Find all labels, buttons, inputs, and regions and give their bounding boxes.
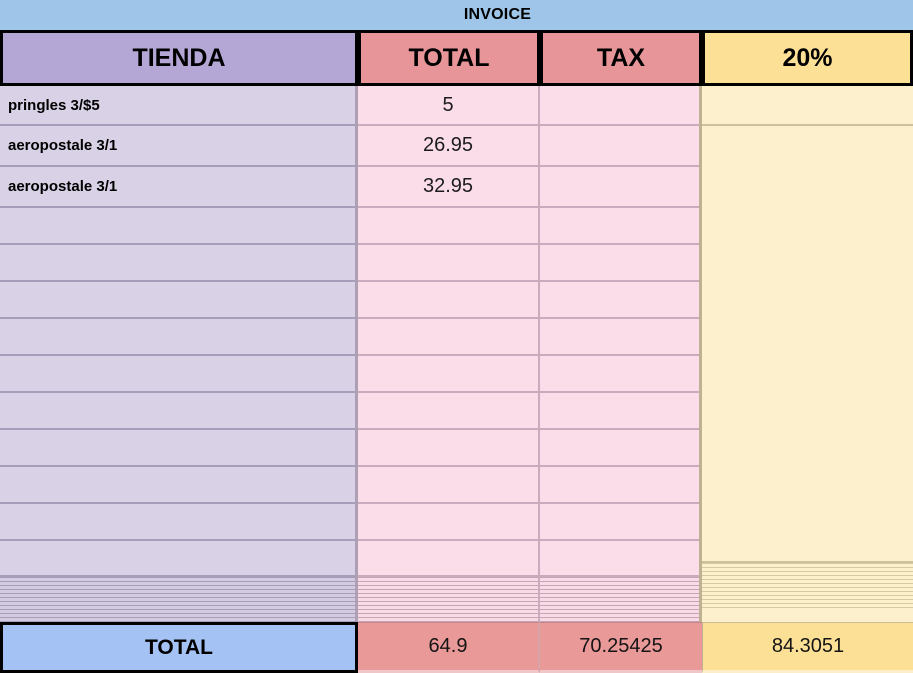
cell-tax-row4[interactable] (540, 208, 699, 245)
cell-total-row6[interactable] (358, 282, 538, 319)
cell-tax-row13[interactable] (540, 541, 699, 577)
tax-sum-cell[interactable]: 70.25425 (540, 622, 702, 673)
cell-tax-row2[interactable] (540, 126, 699, 167)
cell-tax-row6[interactable] (540, 282, 699, 319)
cell-tienda-row5[interactable] (0, 245, 355, 282)
cell-total-row13[interactable] (358, 541, 538, 577)
header-row: TIENDA TOTAL TAX 20% (0, 30, 913, 86)
cell-total-row1[interactable]: 5 (358, 86, 538, 126)
cell-tienda-row12[interactable] (0, 504, 355, 541)
cell-tax-row1[interactable] (540, 86, 699, 126)
column-tax (540, 86, 702, 622)
cell-tax-row3[interactable] (540, 167, 699, 208)
compressed-rows-pct (702, 563, 913, 608)
cell-total-row4[interactable] (358, 208, 538, 245)
compressed-rows-tax (540, 577, 699, 622)
cell-tax-row5[interactable] (540, 245, 699, 282)
cell-total-row11[interactable] (358, 467, 538, 504)
cell-tienda-row2[interactable]: aeropostale 3/1 (0, 126, 355, 167)
cell-pct-row1[interactable] (702, 86, 913, 126)
sheet-body: pringles 3/$5 aeropostale 3/1 aeropostale … (0, 86, 913, 622)
cell-tienda-row9[interactable] (0, 393, 355, 430)
column-pct (702, 86, 913, 622)
cell-pct-merged[interactable] (702, 126, 913, 563)
cell-total-row2[interactable]: 26.95 (358, 126, 538, 167)
cell-tienda-row11[interactable] (0, 467, 355, 504)
cell-tienda-row8[interactable] (0, 356, 355, 393)
cell-tienda-row6[interactable] (0, 282, 355, 319)
cell-tienda-row7[interactable] (0, 319, 355, 356)
cell-tax-row11[interactable] (540, 467, 699, 504)
cell-tienda-row3[interactable]: aeropostale 3/1 (0, 167, 355, 208)
invoice-title-cell[interactable]: INVOICE (0, 0, 913, 30)
column-tienda: pringles 3/$5 aeropostale 3/1 aeropostale … (0, 86, 358, 622)
cell-tax-row9[interactable] (540, 393, 699, 430)
cell-total-row3[interactable]: 32.95 (358, 167, 538, 208)
cell-total-row12[interactable] (358, 504, 538, 541)
column-header-tienda[interactable]: TIENDA (0, 30, 358, 86)
compressed-rows-tienda (0, 577, 355, 622)
cell-tienda-row4[interactable] (0, 208, 355, 245)
column-header-pct[interactable]: 20% (702, 30, 913, 86)
cell-tienda-row1[interactable]: pringles 3/$5 (0, 86, 355, 126)
cell-total-row10[interactable] (358, 430, 538, 467)
cell-tax-row7[interactable] (540, 319, 699, 356)
total-sum-cell[interactable]: 64.9 (358, 622, 540, 673)
cell-total-row9[interactable] (358, 393, 538, 430)
column-total: 5 26.95 32.95 (358, 86, 540, 622)
cell-total-row7[interactable] (358, 319, 538, 356)
cell-tax-row12[interactable] (540, 504, 699, 541)
cell-tienda-row10[interactable] (0, 430, 355, 467)
cell-tienda-row13[interactable] (0, 541, 355, 577)
pct-sum-cell[interactable]: 84.3051 (702, 622, 913, 673)
column-header-total[interactable]: TOTAL (358, 30, 540, 86)
compressed-rows-total (358, 577, 538, 622)
cell-total-row8[interactable] (358, 356, 538, 393)
total-row: TOTAL 64.9 70.25425 84.3051 (0, 622, 913, 673)
total-label-cell[interactable]: TOTAL (0, 622, 358, 673)
invoice-title: INVOICE (463, 6, 532, 23)
cell-tax-row8[interactable] (540, 356, 699, 393)
column-header-tax[interactable]: TAX (540, 30, 702, 86)
cell-total-row5[interactable] (358, 245, 538, 282)
cell-tax-row10[interactable] (540, 430, 699, 467)
